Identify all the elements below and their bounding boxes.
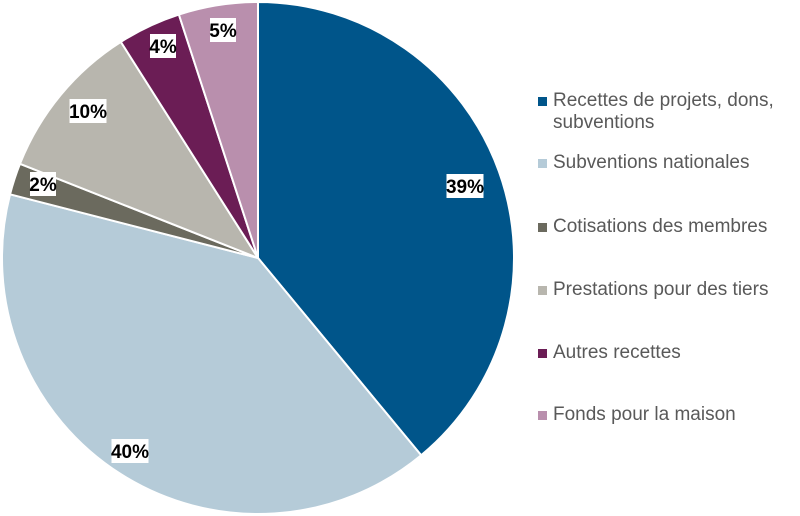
data-label-background — [69, 99, 107, 123]
data-label-background — [150, 34, 176, 58]
legend-label: Cotisations des membres — [553, 216, 768, 237]
data-label-background — [111, 439, 149, 463]
legend-swatch — [538, 286, 547, 295]
legend-item: Recettes de projets, dons, subventions — [538, 90, 793, 134]
legend-item: Prestations pour des tiers — [538, 279, 768, 301]
legend-swatch — [538, 411, 547, 420]
legend-label: Subventions nationales — [553, 152, 750, 173]
legend-swatch — [538, 223, 547, 232]
legend-label: Prestations pour des tiers — [553, 279, 769, 300]
legend-swatch — [538, 349, 547, 358]
legend-swatch — [538, 159, 547, 168]
pie-slice — [18, 40, 261, 261]
data-label: 10% — [69, 102, 107, 123]
data-label-background — [30, 172, 56, 196]
data-label: 5% — [209, 21, 237, 42]
legend-item: Cotisations des membres — [538, 216, 767, 238]
data-label-background — [210, 18, 236, 42]
data-label: 40% — [111, 442, 149, 463]
data-label-background — [446, 174, 484, 198]
legend-item: Subventions nationales — [538, 152, 749, 174]
pie-slice — [1, 193, 423, 515]
pie-slice — [177, 0, 259, 259]
legend-label: Recettes de projets, dons, subventions — [553, 90, 774, 133]
legend-item: Autres recettes — [538, 342, 681, 364]
legend-label: Fonds pour la maison — [553, 404, 736, 425]
data-label: 2% — [29, 175, 57, 196]
data-label: 39% — [446, 177, 484, 198]
legend-swatch — [538, 97, 547, 106]
data-label: 4% — [149, 37, 177, 58]
pie-slice — [257, 0, 515, 457]
legend-label: Autres recettes — [553, 342, 681, 363]
legend-item: Fonds pour la maison — [538, 404, 736, 426]
pie-chart: 39% 40% 2% 10% 4% 5% — [1, 0, 515, 515]
